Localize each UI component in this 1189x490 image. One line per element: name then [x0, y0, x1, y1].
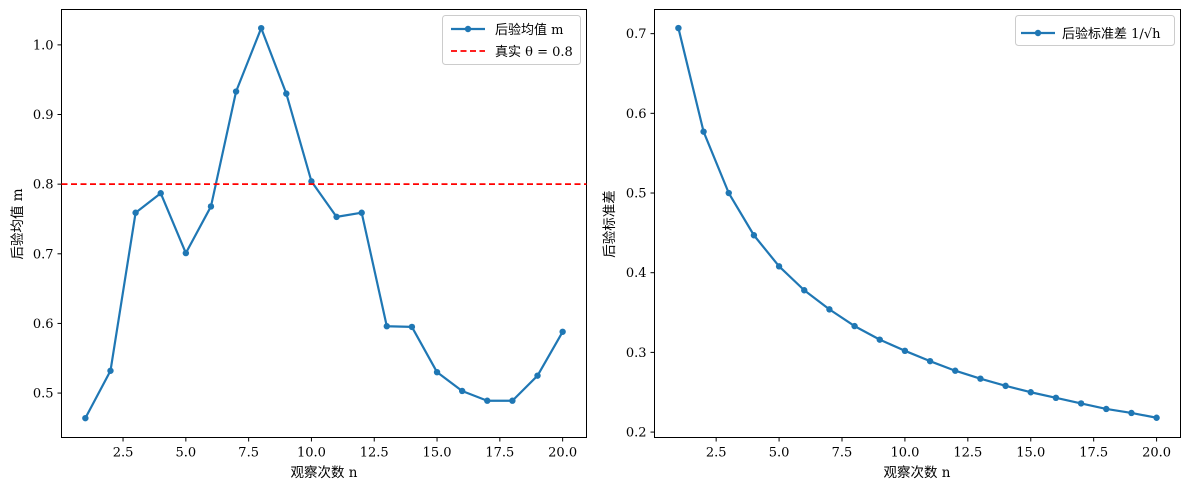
data-point-n2 — [700, 128, 707, 135]
y-tick-label: 0.7 — [626, 27, 647, 42]
legend-box — [442, 15, 581, 65]
data-point-n8 — [851, 322, 858, 330]
plot-frame — [61, 9, 587, 438]
data-point-n6 — [801, 287, 808, 294]
data-point-n8 — [258, 24, 265, 32]
data-point-n7 — [826, 306, 833, 313]
data-point-n18 — [509, 397, 516, 404]
y-tick-label: 0.3 — [626, 346, 647, 361]
y-tick-label: 0.2 — [626, 426, 647, 441]
data-point-n19 — [1128, 409, 1135, 417]
y-axis-label: 后验标准差 — [602, 190, 618, 258]
data-point-n3 — [132, 209, 139, 216]
x-tick-label: 17.5 — [1079, 446, 1108, 461]
data-point-n16 — [458, 387, 466, 395]
data-point-n15 — [1027, 389, 1034, 396]
plot-frame — [654, 9, 1181, 438]
y-tick-label: 0.8 — [33, 178, 54, 193]
x-axis-ticks: 2.5 5.0 7.5 10.0 12.5 15.0 17.5 20.0 — [706, 437, 1171, 461]
data-point-n13 — [977, 375, 984, 382]
chart-right-posterior-std: 2.5 5.0 7.5 10.0 12.5 15.0 17.5 20.0 0.20.30.40… — [602, 9, 1181, 481]
y-tick-label: 1.0 — [33, 38, 54, 53]
y-tick-label: 0.6 — [626, 107, 647, 122]
data-point-n10 — [901, 347, 909, 355]
legend-box — [1015, 15, 1175, 46]
data-point-n13 — [383, 323, 390, 330]
y-tick-label: 0.9 — [33, 108, 54, 123]
legend-entry-posterior-mean: 后验均值 m — [451, 22, 563, 38]
data-point-n20 — [559, 328, 566, 335]
x-tick-label: 5.0 — [175, 446, 196, 461]
x-axis-ticks: 2.5 5.0 7.5 10.0 12.5 15.0 17.5 20.0 — [113, 437, 577, 461]
legend-entry-posterior-std: 后验标准差 1/√h — [1021, 26, 1161, 42]
data-point-n15 — [433, 368, 441, 376]
legend-marker-posterior-mean — [464, 25, 472, 33]
data-point-n5 — [182, 249, 190, 257]
x-tick-label: 12.5 — [953, 446, 982, 461]
x-tick-label: 7.5 — [238, 446, 259, 461]
x-tick-label: 12.5 — [360, 446, 389, 461]
data-point-n1 — [82, 414, 89, 422]
x-tick-label: 17.5 — [485, 446, 514, 461]
y-tick-label: 0.5 — [33, 387, 54, 402]
data-point-n4 — [157, 190, 164, 197]
legend-marker-posterior-std — [1034, 29, 1042, 37]
legend-label-posterior-mean: 后验均值 m — [495, 22, 563, 38]
data-point-n1 — [675, 24, 682, 32]
y-tick-label: 0.7 — [33, 247, 54, 262]
data-point-n17 — [1077, 400, 1085, 407]
data-point-n11 — [926, 357, 934, 365]
x-axis-label: 观察次数 n — [291, 464, 358, 481]
y-axis-ticks: 0.5 0.6 0.7 0.8 0.9 1.0 — [33, 38, 62, 402]
x-tick-label: 10.0 — [297, 446, 326, 461]
data-point-n20 — [1153, 414, 1160, 421]
y-axis-ticks: 0.2 0.3 0.4 0.5 0.6 0.7 — [626, 27, 655, 441]
data-point-n2 — [107, 367, 114, 374]
x-tick-label: 2.5 — [706, 446, 727, 461]
x-tick-label: 15.0 — [1016, 446, 1045, 461]
data-point-n5 — [775, 263, 783, 270]
legend-entry-true-theta: 真实 θ = 0.8 — [451, 45, 573, 60]
series-layer — [61, 24, 587, 422]
series-line — [677, 27, 1157, 419]
x-tick-label: 2.5 — [113, 446, 134, 461]
x-tick-label: 20.0 — [1142, 446, 1171, 461]
series-layer — [675, 24, 1160, 421]
x-tick-label: 10.0 — [890, 446, 919, 461]
legend: 后验均值 m 真实 θ = 0.8 — [442, 15, 581, 65]
x-tick-label: 7.5 — [832, 446, 853, 461]
data-point-n17 — [484, 397, 491, 404]
x-axis-label: 观察次数 n — [884, 464, 951, 481]
legend-label-true-theta: 真实 θ = 0.8 — [495, 45, 573, 60]
y-axis-label: 后验均值 m — [10, 188, 26, 259]
data-point-n14 — [1002, 382, 1009, 390]
data-point-n11 — [333, 213, 340, 221]
data-point-n7 — [232, 88, 240, 95]
x-tick-label: 5.0 — [769, 446, 790, 461]
data-point-n14 — [408, 323, 416, 331]
data-point-n12 — [358, 209, 365, 216]
data-point-n6 — [207, 203, 215, 210]
series-line — [84, 27, 564, 419]
x-tick-label: 20.0 — [548, 446, 577, 461]
legend-label-posterior-std: 后验标准差 1/√h — [1062, 26, 1161, 42]
y-tick-label: 0.5 — [626, 187, 647, 202]
chart-left-posterior-mean: 2.5 5.0 7.5 10.0 12.5 15.0 17.5 20.0 0.50.60.70… — [10, 9, 587, 481]
data-point-n12 — [952, 367, 959, 374]
data-point-n9 — [876, 336, 883, 343]
x-tick-label: 15.0 — [423, 446, 452, 461]
y-tick-label: 0.4 — [626, 266, 647, 281]
data-point-n19 — [534, 372, 541, 379]
data-point-n3 — [725, 189, 732, 197]
data-point-n9 — [283, 90, 290, 97]
data-point-n4 — [750, 232, 758, 239]
data-point-n16 — [1052, 394, 1060, 402]
data-point-n10 — [308, 178, 315, 185]
y-tick-label: 0.6 — [33, 317, 54, 332]
data-point-n18 — [1103, 405, 1110, 413]
legend: 后验标准差 1/√h — [1015, 15, 1175, 46]
